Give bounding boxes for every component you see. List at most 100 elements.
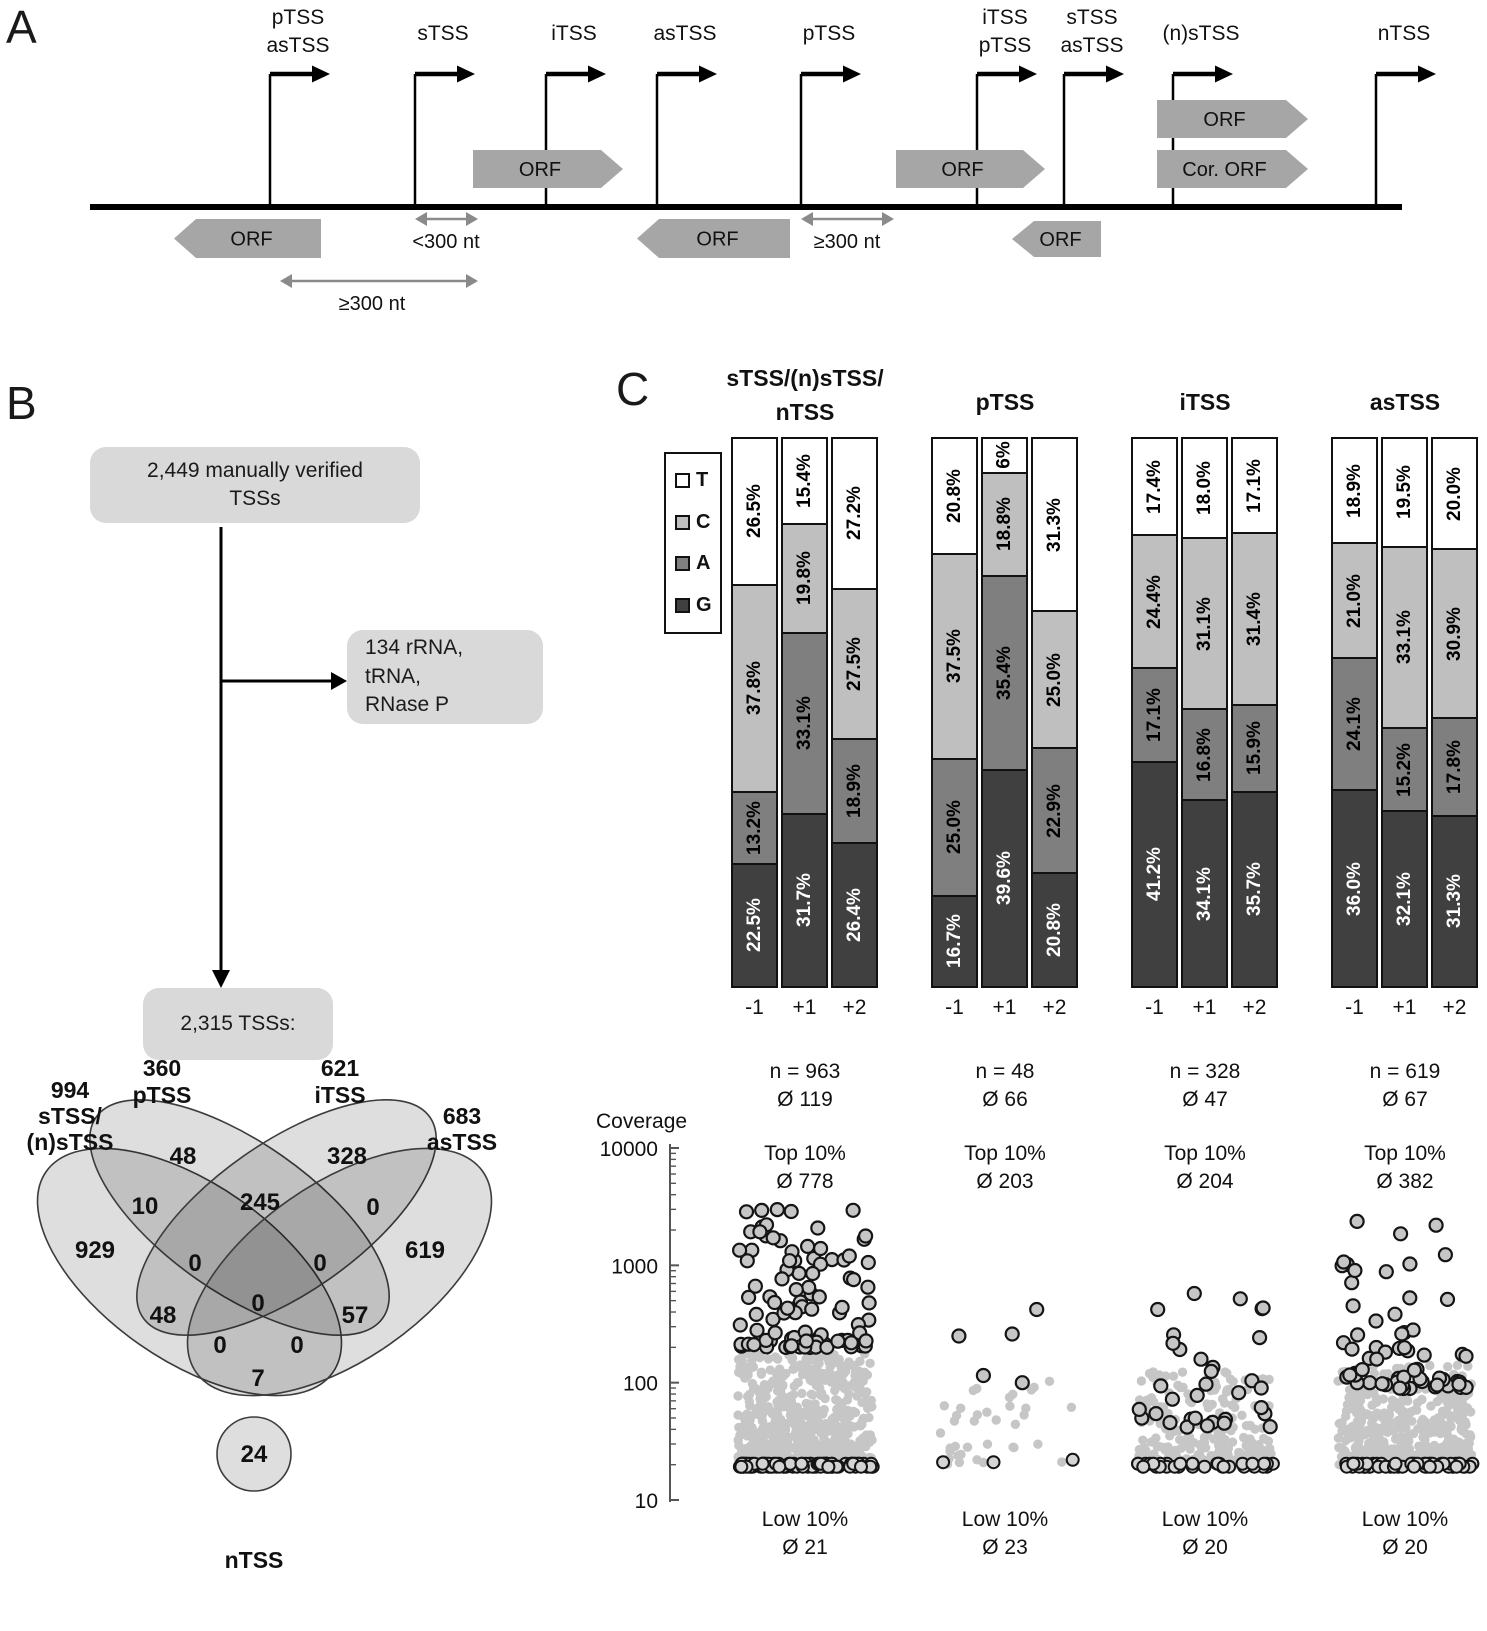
bar-segment-C: 31.1% — [1183, 537, 1226, 708]
svg-text:Cor. ORF: Cor. ORF — [1182, 159, 1266, 181]
orf-box: ORF — [637, 219, 790, 258]
legend-row-A: A — [675, 552, 720, 575]
stat-top10-asTSS: Top 10% — [1364, 1142, 1446, 1165]
orf-box: ORF — [473, 150, 623, 188]
svg-text:sTSS: sTSS — [1066, 6, 1117, 29]
panel-c-label: C — [616, 363, 650, 415]
stat-avg-pTSS: Ø 66 — [982, 1088, 1028, 1111]
svg-text:48: 48 — [150, 1302, 177, 1329]
bar-segment-G: 20.8% — [1033, 872, 1076, 986]
stat-avg-sTSS/(n)sTSS/nTSS: Ø 119 — [777, 1088, 833, 1111]
svg-text:1000: 1000 — [611, 1255, 658, 1278]
stat-top10avg-iTSS: Ø 204 — [1176, 1170, 1234, 1193]
svg-text:929: 929 — [75, 1237, 115, 1264]
bar-xtick--1: -1 — [745, 996, 764, 1019]
bar-xtick-+1: +1 — [792, 996, 817, 1019]
chart-title-asTSS: asTSS — [1369, 389, 1441, 415]
svg-text:100: 100 — [623, 1373, 658, 1396]
stacked-bar-pTSS-+1: 6% 18.8% 35.4% 39.6% — [981, 437, 1028, 988]
bar-segment-T: 19.5% — [1383, 439, 1426, 546]
bar-segment-T: 27.2% — [833, 439, 876, 588]
scatter-points-iTSS — [1131, 1285, 1280, 1474]
stacked-bar-pTSS-+2: 31.3% 25.0% 22.9% 20.8% — [1031, 437, 1078, 988]
svg-text:621: 621 — [321, 1055, 360, 1081]
tss-arrow-pTSS-asTSS: pTSS asTSS — [266, 6, 330, 207]
bar-segment-T: 15.4% — [783, 439, 826, 524]
tss-arrow-sTSS: sTSS — [413, 22, 475, 207]
bar-xtick-+1: +1 — [1392, 996, 1417, 1019]
flow-box-kept: 2,315 TSSs: — [143, 988, 333, 1060]
distance-arrow: ≥300 nt — [280, 274, 478, 315]
stat-low10avg-iTSS: Ø 20 — [1182, 1536, 1228, 1559]
stat-top10avg-asTSS: Ø 382 — [1376, 1170, 1434, 1193]
bar-segment-T: 18.9% — [1333, 439, 1376, 543]
stat-top10-iTSS: Top 10% — [1164, 1142, 1246, 1165]
svg-text:ORF: ORF — [519, 159, 561, 181]
svg-text:pTSS: pTSS — [803, 22, 856, 45]
svg-text:0: 0 — [188, 1250, 201, 1277]
bar-segment-C: 30.9% — [1433, 548, 1476, 718]
svg-text:asTSS: asTSS — [427, 1129, 497, 1155]
bar-segment-G: 31.7% — [783, 812, 826, 986]
stat-top10-sTSS/(n)sTSS/nTSS: Top 10% — [764, 1142, 846, 1165]
svg-text:ORF: ORF — [230, 229, 272, 251]
panel-a-diagram: pTSS asTSS sTSS iTSS asTSS pTSS iTSS pTSS sTSS as… — [90, 6, 1436, 315]
stacked-bar-sTSS/(n)sTSS/nTSS-+1: 15.4% 19.8% 33.1% 31.7% — [781, 437, 828, 988]
scatter-points-asTSS — [1333, 1213, 1480, 1474]
svg-text:pTSS: pTSS — [133, 1082, 192, 1108]
bar-segment-C: 24.4% — [1133, 534, 1176, 668]
bar-segment-A: 16.8% — [1183, 707, 1226, 800]
stat-low10-sTSS/(n)sTSS/nTSS: Low 10% — [761, 1508, 849, 1531]
flow-box-removed: 134 rRNA, tRNA, RNase P — [347, 630, 543, 724]
svg-text:≥300 nt: ≥300 nt — [814, 231, 881, 253]
bar-segment-G: 41.2% — [1133, 760, 1176, 986]
svg-text:10: 10 — [132, 1193, 159, 1220]
scatter-points-pTSS — [935, 1301, 1080, 1470]
svg-text:ORF: ORF — [941, 159, 983, 181]
bar-segment-A: 33.1% — [783, 631, 826, 813]
bar-segment-C: 37.5% — [933, 552, 976, 758]
svg-text:683: 683 — [443, 1103, 481, 1129]
tss-arrow-asTSS: asTSS — [653, 22, 717, 207]
bar-segment-A: 15.9% — [1233, 704, 1276, 791]
svg-text:0: 0 — [290, 1332, 303, 1359]
bar-segment-C: 37.8% — [733, 583, 776, 791]
bar-xtick-+2: +2 — [1442, 996, 1467, 1019]
stacked-bar-iTSS-+1: 18.0% 31.1% 16.8% 34.1% — [1181, 437, 1228, 988]
stat-n-sTSS/(n)sTSS/nTSS: n = 963 — [769, 1060, 841, 1083]
bar-segment-A: 13.2% — [733, 790, 776, 863]
bar-segment-G: 22.5% — [733, 862, 776, 986]
coverage-axis-title: Coverage — [596, 1110, 688, 1133]
stat-n-pTSS: n = 48 — [975, 1060, 1035, 1083]
bar-segment-G: 35.7% — [1233, 790, 1276, 986]
stat-n-iTSS: n = 328 — [1169, 1060, 1241, 1083]
bar-segment-C: 21.0% — [1333, 542, 1376, 658]
stat-low10-iTSS: Low 10% — [1161, 1508, 1249, 1531]
svg-text:iTSS: iTSS — [982, 6, 1028, 29]
chart-title2-sTSS/(n)sTSS/nTSS: nTSS — [775, 399, 835, 425]
stacked-bar-asTSS--1: 18.9% 21.0% 24.1% 36.0% — [1331, 437, 1378, 988]
svg-text:≥300 nt: ≥300 nt — [339, 293, 406, 315]
venn-circle-nTSS — [216, 1416, 292, 1492]
tss-arrow-iTSS: iTSS — [544, 22, 606, 207]
bar-segment-A: 22.9% — [1033, 746, 1076, 873]
stat-top10avg-pTSS: Ø 203 — [976, 1170, 1034, 1193]
chart-title-pTSS: pTSS — [975, 389, 1035, 415]
svg-text:245: 245 — [240, 1189, 280, 1216]
flow-box-verified: 2,449 manually verified TSSs — [90, 447, 420, 523]
stat-top10avg-sTSS/(n)sTSS/nTSS: Ø 778 — [776, 1170, 834, 1193]
bar-segment-G: 26.4% — [833, 841, 876, 986]
stat-n-asTSS: n = 619 — [1369, 1060, 1441, 1083]
legend-label-C: C — [696, 510, 711, 533]
bar-segment-C: 18.8% — [983, 471, 1026, 575]
chart-title-sTSS/(n)sTSS/nTSS: sTSS/(n)sTSS/ — [726, 365, 884, 391]
bar-segment-A: 35.4% — [983, 574, 1026, 769]
bar-xtick--1: -1 — [1345, 996, 1364, 1019]
svg-text:pTSS: pTSS — [979, 34, 1032, 57]
bar-segment-G: 39.6% — [983, 768, 1026, 986]
bar-segment-A: 25.0% — [933, 757, 976, 895]
chart-title-iTSS: iTSS — [1179, 389, 1231, 415]
legend-row-T: T — [675, 469, 720, 492]
stacked-bar-asTSS-+2: 20.0% 30.9% 17.8% 31.3% — [1431, 437, 1478, 988]
